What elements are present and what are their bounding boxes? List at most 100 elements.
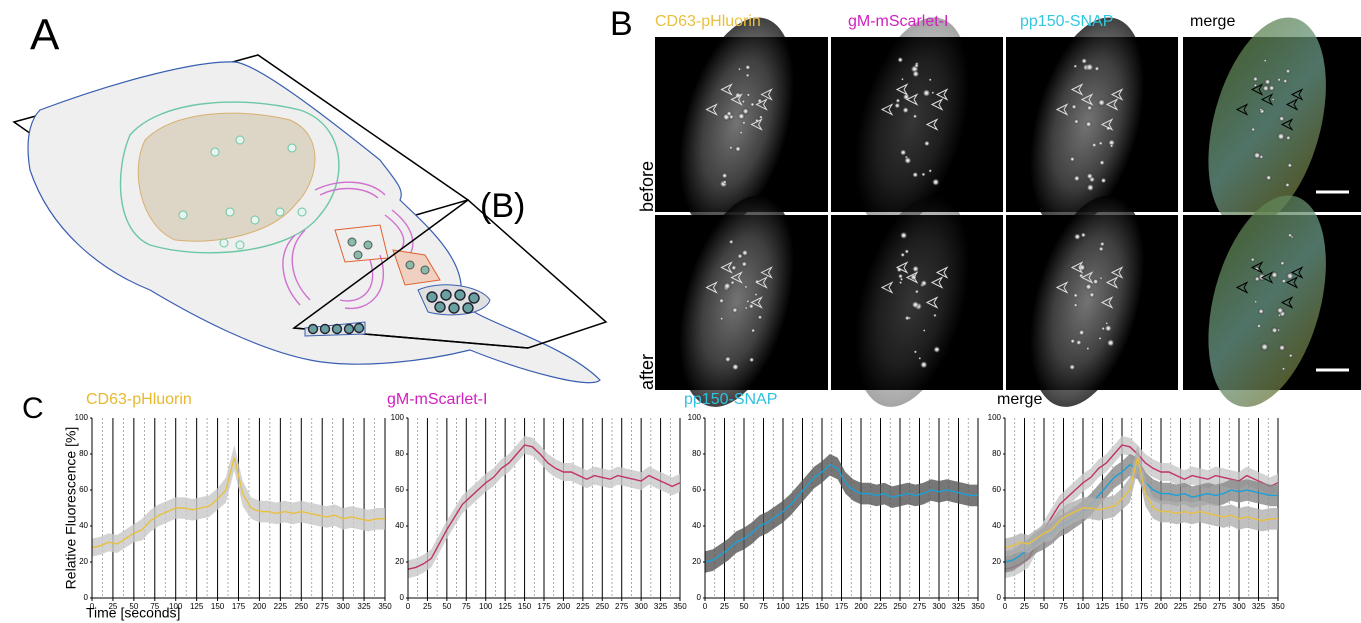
spot [749,101,755,108]
spot [748,356,755,363]
x-tick-label: 25 [720,602,729,611]
spot [1276,306,1285,315]
cell-signal [1029,195,1145,407]
arrowhead [1110,88,1124,101]
spot [1094,65,1100,72]
spot [900,77,904,81]
x-tick-label: 200 [253,602,267,611]
x-tick-label: 150 [815,602,829,611]
y-tick-label: 80 [79,449,88,458]
x-tick-label: 25 [423,602,432,611]
arrowhead [720,261,733,274]
spot [913,350,918,354]
x-tick-label: 25 [1020,602,1029,611]
y-tick-label: 0 [997,593,1002,602]
arrowhead [1285,276,1299,289]
spot [1254,300,1258,304]
spot [911,70,920,78]
arrowhead [1080,93,1094,106]
arrowhead [1260,271,1274,284]
x-tick-label: 225 [274,602,288,611]
spot [903,156,912,165]
arrowhead [1080,271,1094,284]
spot [1259,108,1263,112]
x-tick-label: 300 [1232,602,1246,611]
arrowhead [750,296,763,309]
spot [1281,366,1286,371]
arrowhead [730,93,743,106]
spot [895,98,901,104]
row-label: before [637,161,657,212]
y-tick-label: 60 [692,485,701,494]
spot [728,239,734,245]
spot [1086,104,1093,112]
y-tick-label: 0 [84,593,89,602]
spot [719,316,724,321]
spot [923,140,931,147]
spot [725,110,733,117]
arrowhead [1290,266,1304,279]
arrowhead [905,93,919,106]
arrowhead [1105,98,1119,111]
spot [1069,156,1076,162]
spot [899,148,907,157]
panel-label: A [30,11,60,60]
spot [1109,143,1114,148]
chart-title: CD63-pHluorin [86,391,192,408]
x-tick-label: 275 [1213,602,1227,611]
spot [754,292,758,297]
arrowhead [750,118,763,131]
arrowhead [1055,103,1069,116]
spot [1287,162,1293,169]
spot [922,88,931,98]
spot [744,306,748,310]
error-band [1005,445,1278,557]
y-tick-label: 100 [688,413,702,422]
spot [928,78,932,82]
arrowhead [1055,281,1069,294]
spot [1080,232,1087,238]
y-tick-label: 20 [79,557,88,566]
spot [1099,241,1105,247]
arrowhead [895,261,909,274]
cell-signal [1208,17,1326,229]
x-tick-label: 225 [1174,602,1188,611]
spot [1107,138,1116,147]
spot [1088,291,1096,298]
spot [902,106,910,114]
arrowhead [1285,98,1299,111]
cell-signal [679,195,795,407]
y-tick-label: 0 [400,593,405,602]
x-tick-label: 0 [703,602,708,611]
series-line [704,463,978,563]
spot [1253,83,1258,88]
spot [920,279,928,287]
arrowhead [1280,296,1294,309]
x-tick-label: 175 [835,602,849,611]
spot [904,248,910,254]
spot [758,114,764,120]
spot [931,91,935,95]
spot [904,315,911,321]
x-tick-label: 250 [1193,602,1207,611]
spot [718,297,725,304]
x-tick-label: 275 [615,602,629,611]
spot [1086,346,1090,351]
error-band [92,445,385,557]
spot [744,285,748,289]
arrowhead [730,271,743,284]
arrowhead [705,281,718,294]
spot [894,102,901,109]
x-tick-label: 100 [169,602,183,611]
arrowhead [755,98,768,111]
spot [899,231,908,240]
error-band [705,454,978,573]
spot [898,280,903,285]
y-tick-label: 100 [391,413,405,422]
y-tick-label: 80 [992,449,1001,458]
spot [919,360,928,369]
micrographs [655,17,1361,407]
spot [1106,338,1115,348]
spot [1270,270,1279,279]
x-tick-label: 125 [796,602,810,611]
